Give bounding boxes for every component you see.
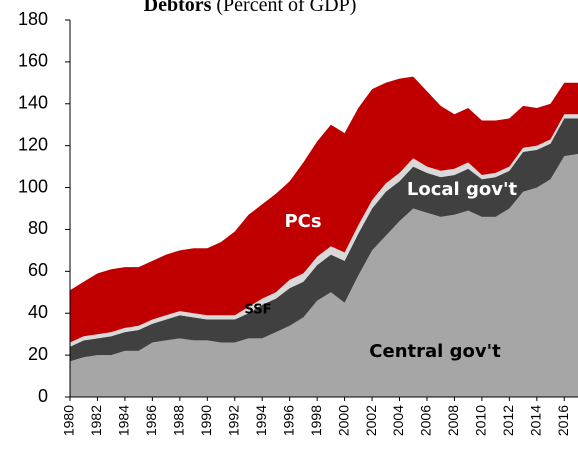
x-tick-label: 1984 (116, 405, 132, 436)
series-label: Central gov't (369, 341, 501, 362)
chart-subtitle: (Percent of GDP) (216, 0, 356, 16)
y-tick-label: 100 (18, 176, 48, 196)
chart-title: Debtors (144, 0, 212, 16)
x-tick-label: 2006 (418, 405, 434, 436)
x-tick-label: 1996 (280, 405, 296, 436)
x-tick-label: 1992 (225, 405, 241, 436)
x-tick-label: 2000 (335, 405, 351, 436)
series-label: Local gov't (407, 179, 518, 200)
series-label: PCs (284, 211, 321, 232)
y-tick-label: 20 (28, 344, 48, 364)
y-tick-label: 180 (18, 9, 48, 29)
x-tick-label: 2014 (528, 405, 544, 436)
y-tick-label: 80 (28, 218, 48, 238)
x-tick-label: 2016 (555, 405, 571, 436)
area (70, 114, 578, 347)
y-tick-label: 60 (28, 260, 48, 280)
x-tick-label: 1998 (308, 405, 324, 436)
x-tick-label: 1980 (61, 405, 77, 436)
x-tick-label: 2010 (473, 405, 489, 436)
y-tick-label: 140 (18, 93, 48, 113)
x-tick-label: 1988 (171, 405, 187, 436)
y-tick-label: 160 (18, 51, 48, 71)
x-tick-label: 1982 (88, 405, 104, 436)
x-tick-label: 1986 (143, 405, 159, 436)
x-tick-label: 2012 (500, 405, 516, 436)
x-tick-label: 2008 (445, 405, 461, 436)
area (70, 154, 578, 397)
series-label: SSF (244, 303, 271, 318)
y-tick-label: 40 (28, 302, 48, 322)
x-tick-label: 2002 (363, 405, 379, 436)
y-tick-label: 120 (18, 134, 48, 154)
area (70, 76, 578, 343)
x-tick-label: 1990 (198, 405, 214, 436)
chart-title-group: Debtors (Percent of GDP) (144, 0, 357, 16)
x-tick-label: 2004 (390, 405, 406, 436)
x-tick-label: 1994 (253, 405, 269, 436)
area (70, 118, 578, 362)
y-tick-label: 0 (38, 386, 48, 406)
